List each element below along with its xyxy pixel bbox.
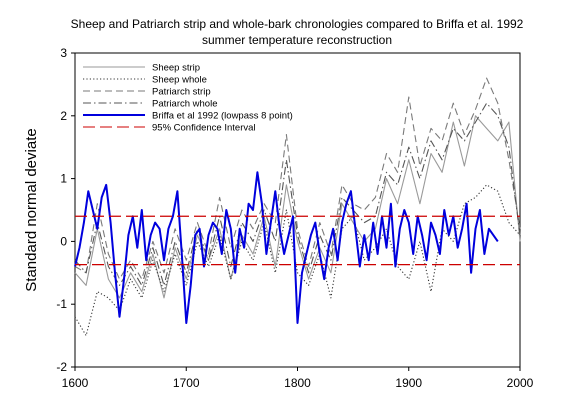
y-tick-label: -2 bbox=[56, 360, 67, 374]
legend-label-0: Sheep strip bbox=[152, 63, 200, 74]
legend-label-3: Patriarch whole bbox=[152, 99, 217, 110]
legend-label-4: Briffa et al 1992 (lowpass 8 point) bbox=[152, 111, 293, 122]
x-tick-label: 1600 bbox=[62, 376, 89, 390]
x-tick-label: 1800 bbox=[284, 376, 311, 390]
y-tick-label: 0 bbox=[60, 234, 67, 248]
series-line-3 bbox=[74, 102, 521, 286]
series-line-0 bbox=[74, 115, 521, 299]
series-layer bbox=[74, 77, 521, 337]
legend-label-1: Sheep whole bbox=[152, 75, 207, 86]
x-tick-label: 1900 bbox=[395, 376, 422, 390]
chart-title-line-1: Sheep and Patriarch strip and whole-bark… bbox=[71, 17, 524, 31]
series-line-4 bbox=[74, 171, 499, 324]
y-axis-title: Standard normal deviate bbox=[23, 128, 40, 291]
y-tick-label: 3 bbox=[60, 46, 67, 60]
legend-label-2: Patriarch strip bbox=[152, 87, 211, 98]
chart-title-line-2: summer temperature reconstruction bbox=[202, 33, 392, 47]
y-tick-label: -1 bbox=[56, 297, 67, 311]
series-line-2 bbox=[74, 77, 521, 280]
legend-label-5: 95% Confidence Interval bbox=[152, 123, 256, 134]
x-tick-label: 2000 bbox=[507, 376, 534, 390]
series-line-1 bbox=[74, 184, 521, 337]
axis-layer: 1600 1700 1800 1900 2000 -2 -1 0 1 2 3 bbox=[56, 46, 533, 390]
y-tick-label: 2 bbox=[60, 109, 67, 123]
x-tick-label: 1700 bbox=[173, 376, 200, 390]
y-tick-label: 1 bbox=[60, 172, 67, 186]
